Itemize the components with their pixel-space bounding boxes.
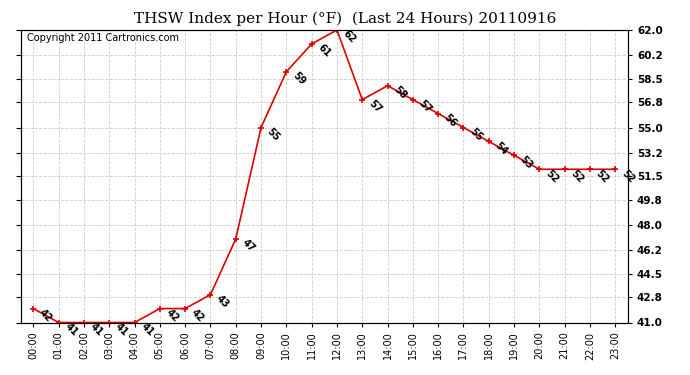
Text: 41: 41 (88, 321, 105, 338)
Text: 55: 55 (265, 126, 282, 143)
Text: 52: 52 (594, 168, 611, 184)
Text: Copyright 2011 Cartronics.com: Copyright 2011 Cartronics.com (27, 33, 179, 43)
Text: 41: 41 (113, 321, 130, 338)
Text: 52: 52 (620, 168, 636, 184)
Text: 47: 47 (240, 237, 257, 254)
Text: 57: 57 (366, 98, 383, 115)
Text: 42: 42 (189, 307, 206, 324)
Text: 52: 52 (569, 168, 585, 184)
Text: 41: 41 (63, 321, 79, 338)
Text: 55: 55 (468, 126, 484, 143)
Text: 43: 43 (215, 293, 231, 310)
Text: 58: 58 (392, 84, 408, 101)
Text: 59: 59 (290, 70, 307, 87)
Text: 52: 52 (544, 168, 560, 184)
Text: 41: 41 (139, 321, 155, 338)
Text: 61: 61 (316, 42, 333, 59)
Text: 57: 57 (417, 98, 433, 115)
Text: THSW Index per Hour (°F)  (Last 24 Hours) 20110916: THSW Index per Hour (°F) (Last 24 Hours)… (134, 11, 556, 26)
Text: 42: 42 (37, 307, 54, 324)
Text: 56: 56 (442, 112, 459, 129)
Text: 54: 54 (493, 140, 509, 157)
Text: 53: 53 (518, 154, 535, 171)
Text: 62: 62 (341, 28, 357, 45)
Text: 42: 42 (164, 307, 181, 324)
